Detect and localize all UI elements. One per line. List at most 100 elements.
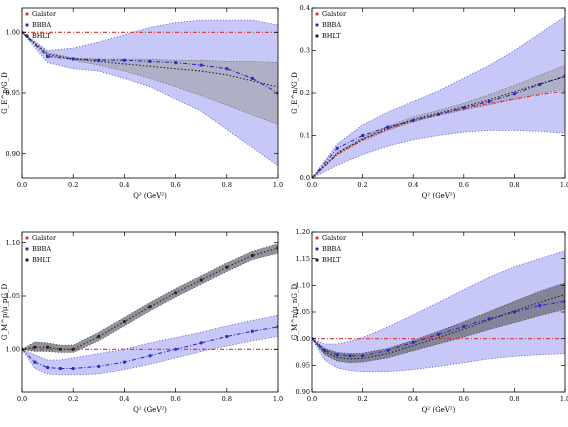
legend-label-bbba: BBBA [32,21,51,29]
series-point-bbba [148,354,152,358]
series-point-bbba [487,317,491,321]
y-axis-label: G_E^n/G_D [291,72,299,114]
error-band-dark-lower-edge [22,253,278,353]
x-axis-label: Q² (GeV²) [422,192,456,200]
x-tick-label: 0.8 [509,395,519,403]
legend-label-bhlt: BHLT [322,32,341,40]
series-point-bbba [462,324,466,328]
y-tick-label: 0.2 [300,89,310,97]
legend-marker-galster [25,12,29,16]
legend-marker-bhlt [315,34,319,38]
error-band-dark-lower-edge [312,309,565,364]
series-point-bbba [462,106,466,110]
series-point-bbba [250,76,254,80]
y-tick-label: 1.10 [296,282,310,290]
y-axis-label: G_E^p/G_D [1,72,9,114]
series-point-bbba [386,125,390,129]
error-band-inner [22,32,278,125]
legend-label-bbba: BBBA [322,21,341,29]
x-tick-label: 1.0 [273,395,283,403]
y-tick-label: 0.3 [300,47,310,55]
series-point-bhlt [148,305,152,309]
x-tick-label: 0.0 [307,395,317,403]
series-point-bbba [386,348,390,352]
x-tick-label: 0.6 [170,181,180,189]
series-point-bbba [225,334,229,339]
series-point-bhlt [174,291,178,295]
error-band-dark-upper-edge [22,243,278,350]
panel-top-right: 0.0 0.2 0.4 0.6 0.8 1.0 0.0 0.1 0.2 0.3 0.4 Q² (GeV… [291,4,568,200]
y-tick-label: 1.10 [6,239,20,247]
series-point-bbba [71,366,75,371]
legend-marker-bhlt [315,258,319,262]
x-tick-label: 0.4 [408,181,418,189]
error-band-outer [312,16,565,178]
error-band-outer-upper-edge [312,16,565,178]
series-point-bhlt [46,345,50,349]
error-band-outer-lower-edge [22,336,278,376]
series-point-bbba [225,67,229,71]
series-point-bbba [348,354,352,358]
x-tick-label: 1.0 [273,181,283,189]
legend-label-galster: Galster [32,10,57,18]
x-tick-label: 0.6 [459,395,469,403]
series-point-bbba [411,119,415,123]
error-band-outer [22,20,278,166]
series-point-bbba [411,340,415,344]
x-tick-label: 0.0 [17,395,27,403]
series-point-bbba [97,364,101,368]
legend-marker-bbba [315,23,319,27]
series-point-bbba [250,329,254,333]
x-tick-label: 1.0 [560,395,568,403]
y-tick-label: 1.00 [296,335,310,343]
series-point-bbba [199,63,203,67]
series-point-bhlt [250,253,254,258]
x-axis-label: Q² (GeV²) [422,406,456,414]
series-point-bbba [436,332,441,336]
series-point-bbba [174,347,178,351]
series-point-bbba [538,304,542,308]
x-tick-label: 0.4 [408,395,418,403]
x-tick-label: 0.8 [222,181,232,189]
series-point-bbba [148,59,152,64]
y-tick-label: 1.20 [296,228,310,236]
series-point-bbba [46,365,50,370]
error-band-inner-upper-edge [22,32,278,63]
panel-bottom-left: 0.0 0.2 0.4 0.6 0.8 1.0 1.00 1.05 1.10 Q² (GeV²) G… [1,231,283,414]
legend-marker-galster [315,236,319,240]
error-band-inner-lower-edge [22,32,278,125]
y-tick-label: 1.15 [296,255,310,263]
error-band-outer [22,315,278,375]
x-tick-label: 0.0 [307,181,317,189]
series-point-bbba [46,55,50,59]
plot-area [22,243,278,376]
y-tick-label: 0.95 [6,89,20,97]
y-tick-label: 0.0 [300,174,310,182]
series-line-bhlt [22,31,278,88]
legend-marker-galster [25,236,29,240]
series-point-bbba [335,353,339,357]
plot-area [312,250,565,373]
series-point-bbba [361,354,365,358]
legend-label-bhlt: BHLT [322,256,341,264]
series-point-bbba [58,366,63,371]
series-point-bhlt [225,265,229,269]
series-line-bhlt [312,76,565,178]
y-tick-label: 0.95 [296,362,310,370]
x-tick-label: 0.4 [119,181,129,189]
legend-marker-bbba [25,23,29,27]
y-tick-label: 1.00 [6,346,20,354]
legend-marker-bbba [25,247,29,251]
x-tick-label: 0.0 [17,181,27,189]
y-tick-label: 0.1 [300,132,310,140]
panel-bottom-right: 0.0 0.2 0.4 0.6 0.8 1.0 0.90 0.95 1.00 1.05 1.10 1.… [291,228,568,414]
y-tick-label: 0.90 [6,150,20,158]
series-point-bhlt [199,278,203,282]
y-tick-label: 1.05 [296,308,310,316]
legend-label-bhlt: BHLT [32,32,51,40]
series-point-bbba [122,58,126,62]
series-point-bhlt [122,320,126,324]
error-band-outer [312,250,565,372]
legend-label-galster: Galster [322,234,347,242]
